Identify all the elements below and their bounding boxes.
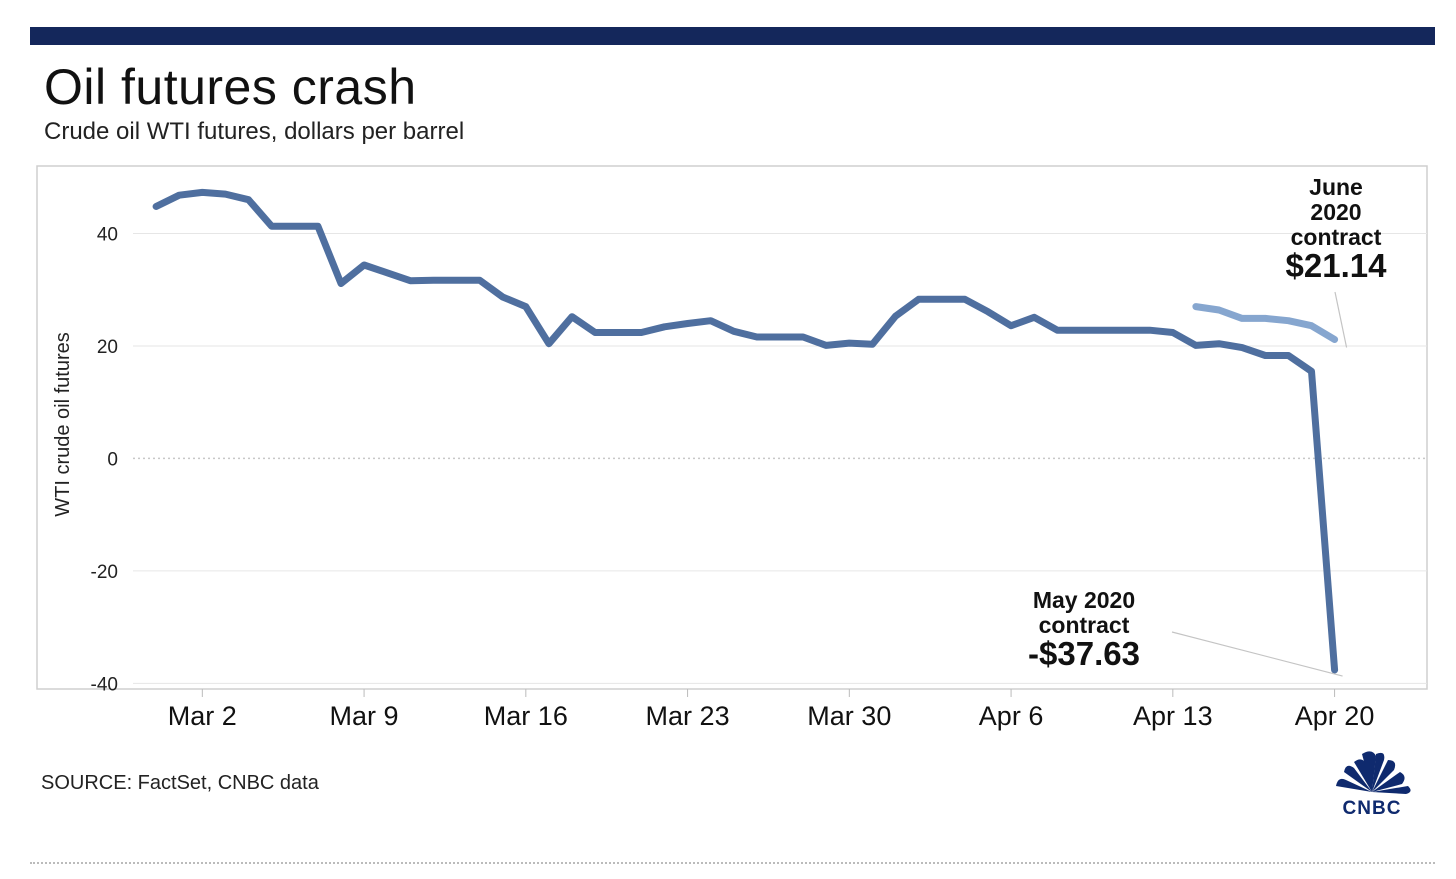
y-tick-label: 20: [97, 337, 118, 358]
june-annotation-value: $21.14: [1286, 247, 1388, 284]
y-tick-label: 40: [97, 224, 118, 245]
y-tick-label: -40: [91, 674, 118, 695]
axes: 40 20 0 -20 -40 Mar 2 Mar 9 Mar 16 Mar 23 Mar 30 A…: [52, 224, 1374, 731]
source-note: SOURCE: FactSet, CNBC data: [41, 772, 319, 794]
june-annotation-label: 2020: [1310, 199, 1361, 225]
series-layer: [152, 188, 1339, 674]
x-tick-label: Mar 2: [168, 701, 237, 731]
gridlines: [36, 165, 1428, 690]
x-tick-label: Mar 23: [646, 701, 730, 731]
may-annotation-label: May 2020: [1033, 587, 1135, 613]
june-annotation-label: contract: [1291, 224, 1382, 250]
top-accent-bar: [30, 27, 1435, 45]
y-tick-label: -20: [91, 562, 118, 583]
series-june-2020: [1192, 303, 1339, 343]
june-annotation-label: June: [1309, 174, 1363, 200]
chart-title: Oil futures crash: [44, 59, 417, 115]
may-annotation-label: contract: [1039, 612, 1130, 638]
x-tick-label: Mar 16: [484, 701, 568, 731]
may-annotation-leader: [1171, 631, 1343, 677]
x-tick-label: Apr 6: [979, 701, 1044, 731]
x-tick-label: Apr 13: [1133, 701, 1213, 731]
bottom-divider: [30, 862, 1435, 864]
series-may-2020: [152, 188, 1339, 674]
line-chart: 40 20 0 -20 -40 Mar 2 Mar 9 Mar 16 Mar 23 Mar 30 A…: [36, 165, 1428, 731]
may-annotation-value: -$37.63: [1028, 635, 1140, 672]
logo-wordmark: CNBC: [1343, 798, 1402, 819]
y-tick-label: 0: [107, 449, 118, 470]
x-tick-label: Apr 20: [1295, 701, 1375, 731]
peacock-icon: [1336, 751, 1411, 794]
x-tick-label: Mar 30: [807, 701, 891, 731]
y-axis-title: WTI crude oil futures: [52, 332, 74, 517]
x-tick-label: Mar 9: [330, 701, 399, 731]
chart-subtitle: Crude oil WTI futures, dollars per barre…: [44, 118, 465, 145]
plot-frame: [36, 165, 1428, 690]
june-annotation-leader: [1334, 291, 1348, 348]
cnbc-logo: CNBC: [1322, 748, 1422, 820]
